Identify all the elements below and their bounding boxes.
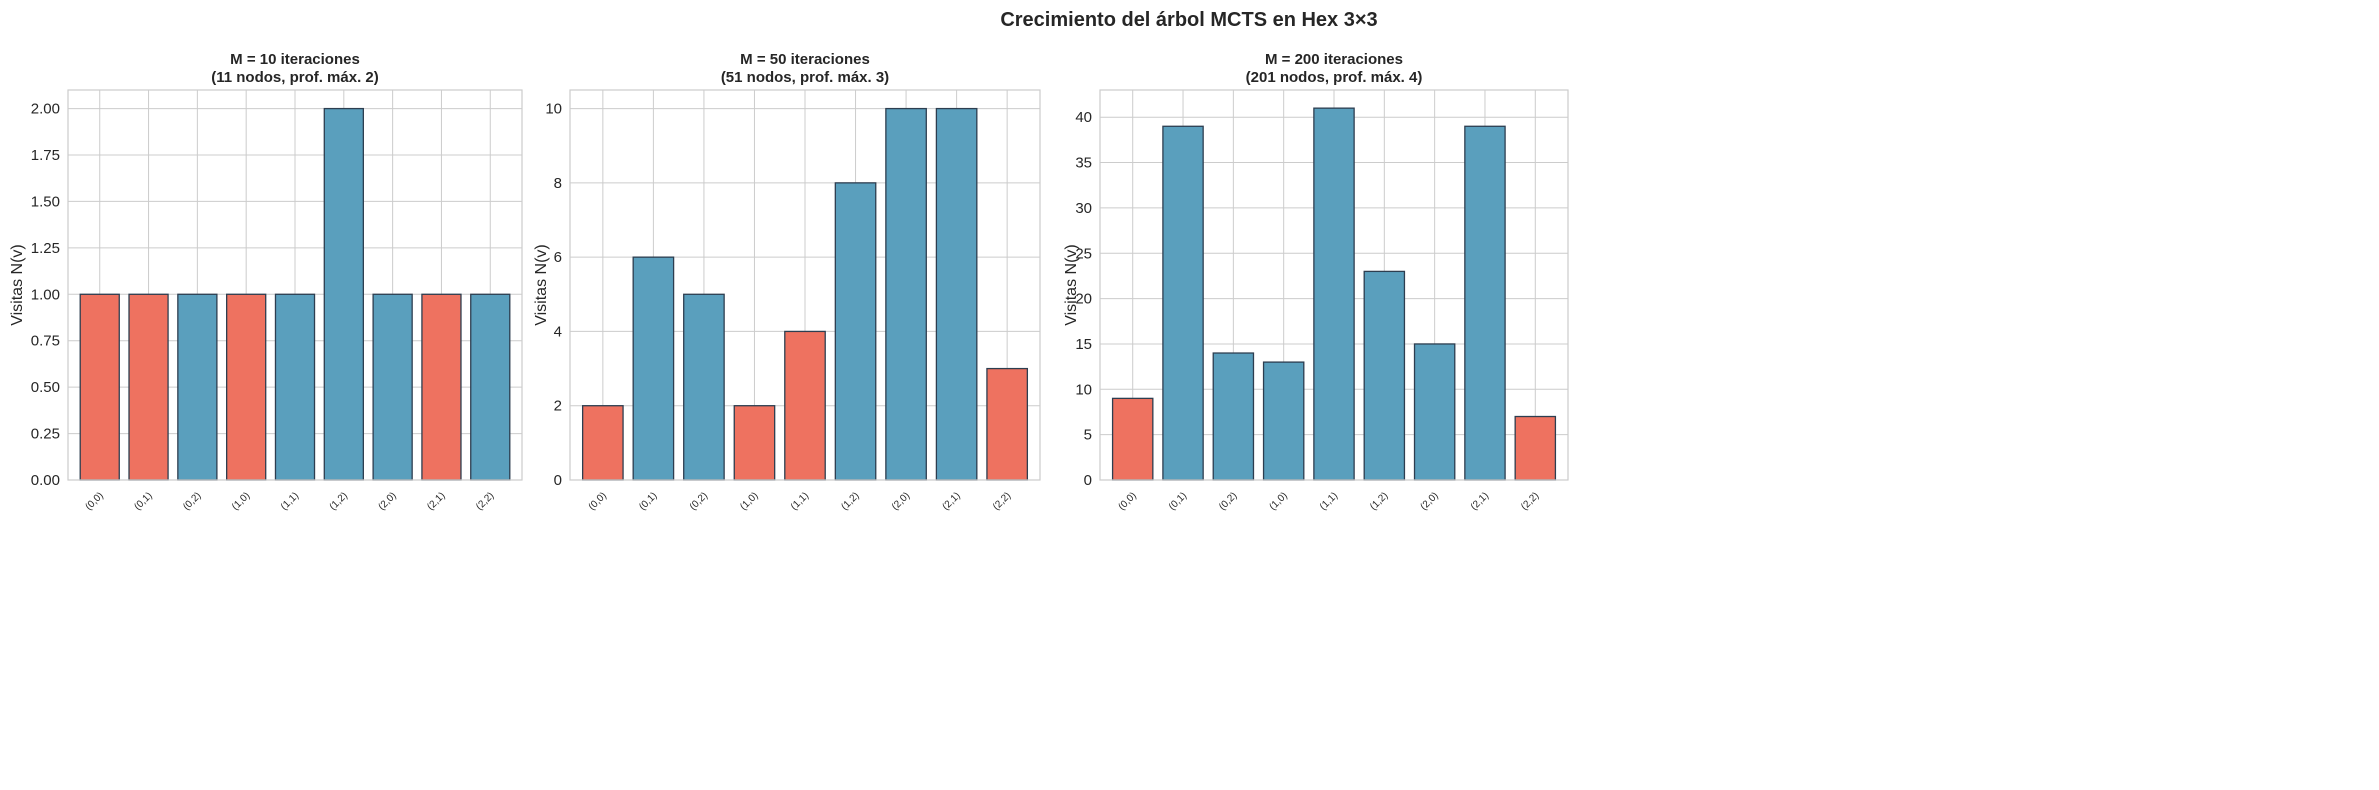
y-tick-label: 20: [1075, 291, 1092, 308]
bar-(1,1): [274, 293, 316, 481]
x-tick-label: (2,2): [474, 490, 496, 512]
y-tick-label: 10: [545, 101, 562, 118]
x-tick-label: (1,1): [279, 490, 301, 512]
subplot-subtitle: (201 nodos, prof. máx. 4): [1246, 69, 1423, 86]
bar-(2,0): [372, 293, 413, 481]
x-tick-label: (2,1): [940, 490, 962, 512]
bar-(1,2): [323, 107, 364, 481]
bar-(1,0): [226, 293, 267, 481]
bar-(1,0): [1262, 361, 1305, 481]
y-tick-label: 1.75: [31, 147, 60, 164]
x-tick-label: (0,0): [587, 490, 609, 512]
bar-(2,2): [986, 367, 1029, 481]
y-tick-label: 5: [1084, 427, 1092, 444]
x-tick-label: (2,0): [1418, 490, 1440, 512]
y-tick-label: 2: [554, 398, 562, 415]
y-tick-label: 0.75: [31, 333, 60, 350]
y-tick-label: 25: [1075, 245, 1092, 262]
x-tick-label: (1,0): [1267, 490, 1289, 512]
bar-(2,0): [885, 107, 927, 481]
y-tick-label: 0.00: [31, 472, 60, 489]
x-tick-label: (0,1): [132, 490, 154, 512]
bar-(0,0): [79, 293, 120, 481]
subplot-title: M = 200 iteraciones: [1265, 51, 1403, 68]
y-tick-label: 10: [1075, 381, 1092, 398]
subplot-3: M = 200 iteraciones(201 nodos, prof. máx…: [1063, 51, 1569, 513]
bar-(0,1): [128, 293, 169, 481]
x-tick-label: (1,0): [230, 490, 252, 512]
y-tick-label: 2.00: [31, 101, 60, 118]
axes-frame: [569, 89, 1041, 481]
bar-(2,1): [935, 107, 978, 481]
bar-(0,0): [1111, 397, 1154, 481]
y-tick-label: 6: [554, 249, 562, 266]
figure-title: Crecimiento del árbol MCTS en Hex 3×3: [1000, 9, 1377, 31]
bar-(2,2): [1514, 415, 1557, 481]
bar-(1,0): [733, 405, 776, 481]
bar-(0,0): [581, 405, 624, 481]
x-tick-label: (2,0): [890, 490, 912, 512]
x-tick-label: (2,1): [425, 490, 447, 512]
y-axis-label: Visitas N(v): [533, 244, 550, 326]
x-tick-label: (0,0): [84, 490, 106, 512]
subplot-1: M = 10 iteraciones(11 nodos, prof. máx. …: [9, 51, 523, 513]
y-tick-label: 40: [1075, 109, 1092, 126]
bar-(2,2): [470, 293, 511, 481]
bar-(0,1): [1162, 125, 1204, 481]
x-tick-label: (0,1): [637, 490, 659, 512]
bar-(1,2): [1363, 270, 1406, 481]
bar-(0,1): [632, 256, 675, 481]
y-tick-label: 0.50: [31, 379, 60, 396]
x-tick-label: (2,1): [1469, 490, 1491, 512]
y-axis-label: Visitas N(v): [9, 244, 26, 326]
y-tick-label: 15: [1075, 336, 1092, 353]
x-tick-label: (0,2): [688, 490, 710, 512]
y-tick-label: 1.25: [31, 240, 60, 257]
subplot-subtitle: (11 nodos, prof. máx. 2): [211, 69, 379, 86]
x-tick-label: (1,2): [1368, 490, 1390, 512]
y-tick-label: 4: [554, 323, 562, 340]
bar-(0,2): [1212, 352, 1255, 481]
x-tick-label: (1,2): [328, 490, 350, 512]
subplot-2: M = 50 iteraciones(51 nodos, prof. máx. …: [533, 51, 1041, 513]
x-tick-label: (0,0): [1117, 490, 1139, 512]
x-tick-label: (0,2): [181, 490, 203, 512]
y-tick-label: 1.00: [31, 286, 60, 303]
bar-(0,2): [177, 293, 218, 481]
bar-(1,1): [1313, 107, 1355, 481]
y-tick-label: 35: [1075, 155, 1092, 172]
bar-(2,1): [1464, 125, 1506, 481]
bar-(2,1): [421, 293, 462, 481]
axes-frame: [1099, 89, 1569, 481]
y-tick-label: 8: [554, 175, 562, 192]
subplot-title: M = 50 iteraciones: [740, 51, 870, 68]
y-axis-label: Visitas N(v): [1063, 244, 1080, 326]
x-tick-label: (1,0): [738, 490, 760, 512]
axes-frame: [67, 89, 523, 481]
bar-(1,2): [834, 182, 877, 481]
x-tick-label: (2,2): [991, 490, 1013, 512]
y-tick-label: 30: [1075, 200, 1092, 217]
x-tick-label: (1,1): [1318, 490, 1340, 512]
x-tick-label: (0,1): [1167, 490, 1189, 512]
x-tick-label: (0,2): [1217, 490, 1239, 512]
y-tick-label: 0: [1084, 472, 1092, 489]
subplot-title: M = 10 iteraciones: [230, 51, 360, 68]
bar-(2,0): [1413, 343, 1456, 481]
x-tick-label: (2,0): [376, 490, 398, 512]
bar-(0,2): [683, 293, 725, 481]
x-tick-label: (1,2): [839, 490, 861, 512]
y-tick-label: 0: [554, 472, 562, 489]
x-tick-label: (1,1): [789, 490, 811, 512]
subplot-subtitle: (51 nodos, prof. máx. 3): [721, 69, 889, 86]
y-tick-label: 1.50: [31, 193, 60, 210]
y-tick-label: 0.25: [31, 426, 60, 443]
x-tick-label: (2,2): [1519, 490, 1541, 512]
bar-(1,1): [784, 330, 826, 481]
